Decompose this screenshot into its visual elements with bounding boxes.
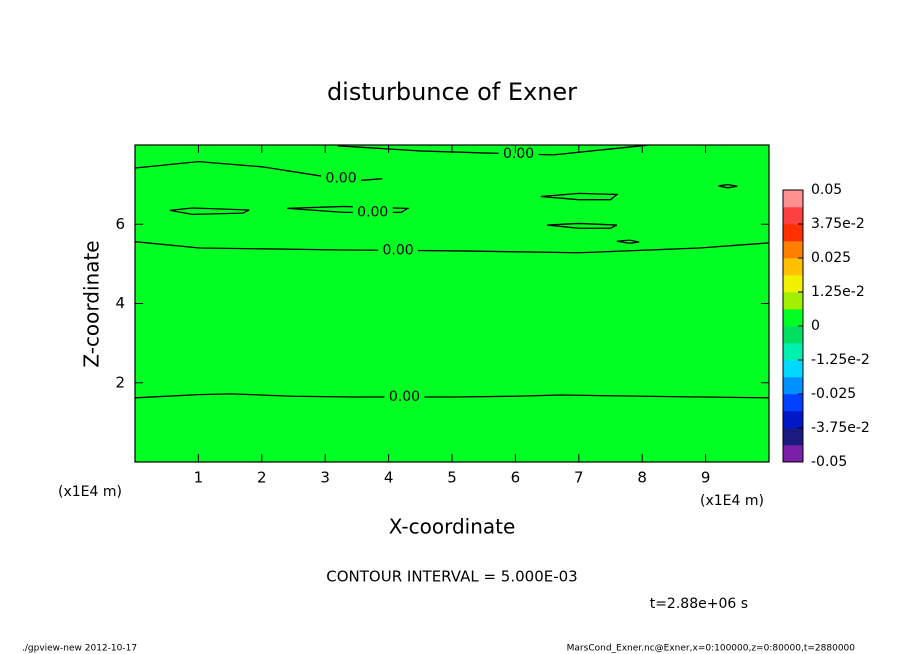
colorbar-tick-label: -3.75e-2 bbox=[811, 420, 870, 436]
contour-label: 0.00 bbox=[357, 204, 388, 220]
colorbar-tick-label: 3.75e-2 bbox=[811, 216, 865, 232]
contour-label: 0.00 bbox=[503, 146, 534, 162]
colorbar-band bbox=[783, 275, 803, 293]
y-tick-label: 2 bbox=[115, 373, 125, 391]
x-axis-label: X-coordinate bbox=[389, 515, 516, 539]
contour-label-bg bbox=[384, 389, 425, 406]
contour-label: 0.00 bbox=[325, 171, 356, 187]
contour-label-bg bbox=[352, 204, 393, 221]
x-tick-label: 9 bbox=[701, 469, 711, 487]
contour-label-bg bbox=[378, 242, 419, 259]
colorbar-band bbox=[783, 428, 803, 446]
colorbar-band bbox=[783, 377, 803, 395]
y-tick-label: 4 bbox=[115, 294, 125, 312]
colorbar-tick-label: -1.25e-2 bbox=[811, 352, 870, 368]
colorbar-band bbox=[783, 207, 803, 225]
contour-interval: CONTOUR INTERVAL = 5.000E-03 bbox=[326, 568, 577, 586]
x-tick-label: 5 bbox=[447, 469, 457, 487]
colorbar-tick-label: 0.05 bbox=[811, 182, 842, 198]
time-label: t=2.88e+06 s bbox=[650, 596, 748, 612]
colorbar-band bbox=[783, 343, 803, 361]
colorbar-band bbox=[783, 292, 803, 310]
x-tick-label: 4 bbox=[384, 469, 394, 487]
x-tick-label: 8 bbox=[637, 469, 647, 487]
contour-line bbox=[547, 222, 618, 229]
contour-label-bg bbox=[498, 145, 539, 162]
colorbar-tick-label: 1.25e-2 bbox=[811, 284, 865, 300]
y-tick-label: 6 bbox=[115, 215, 125, 233]
footer-left: ./gpview-new 2012-10-17 bbox=[22, 644, 137, 654]
footer-right: MarsCond_Exner.nc@Exner,x=0:100000,z=0:8… bbox=[567, 644, 856, 654]
contour-line bbox=[540, 192, 619, 201]
contour-line bbox=[337, 144, 649, 156]
x-tick-label: 2 bbox=[257, 469, 267, 487]
contour-label: 0.00 bbox=[389, 389, 420, 405]
x-tick-label: 1 bbox=[194, 469, 204, 487]
x-unit: (x1E4 m) bbox=[700, 493, 764, 509]
x-tick-label: 7 bbox=[574, 469, 584, 487]
chart-title: disturbunce of Exner bbox=[327, 78, 577, 106]
x-tick-label: 3 bbox=[320, 469, 330, 487]
contour-label-bg bbox=[321, 170, 362, 187]
contour-line bbox=[287, 205, 410, 214]
contour-line bbox=[616, 239, 640, 244]
y-unit: (x1E4 m) bbox=[58, 484, 122, 500]
colorbar-tick-label: -0.025 bbox=[811, 386, 856, 402]
y-axis-label: Z-coordinate bbox=[80, 240, 104, 367]
colorbar-band bbox=[783, 258, 803, 276]
colorbar-band bbox=[783, 360, 803, 378]
contour-line bbox=[718, 183, 738, 189]
colorbar-band bbox=[783, 445, 803, 463]
colorbar-band bbox=[783, 224, 803, 242]
contour-label: 0.00 bbox=[383, 242, 414, 258]
contour-line bbox=[169, 207, 250, 215]
colorbar-band bbox=[783, 309, 803, 327]
colorbar-tick-label: -0.05 bbox=[811, 454, 847, 470]
colorbar-band bbox=[783, 394, 803, 412]
colorbar-tick-label: 0.025 bbox=[811, 250, 851, 266]
field bbox=[135, 145, 769, 462]
contour-line bbox=[134, 160, 383, 182]
colorbar-tick-label: 0 bbox=[811, 318, 820, 334]
x-tick-label: 6 bbox=[511, 469, 521, 487]
colorbar-band bbox=[783, 190, 803, 208]
colorbar-band bbox=[783, 411, 803, 429]
colorbar-band bbox=[783, 326, 803, 344]
colorbar-band bbox=[783, 241, 803, 259]
